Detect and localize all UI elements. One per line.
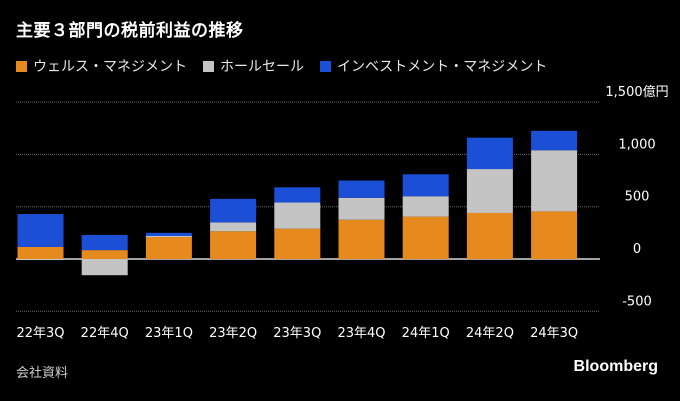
y-tick-label: 1,000	[618, 137, 655, 152]
bloomberg-logo: Bloomberg	[573, 358, 658, 375]
bar-segment	[531, 150, 578, 212]
x-tick-label: 23年3Q	[273, 326, 321, 341]
bar-segment	[274, 187, 321, 203]
legend-swatch	[320, 60, 331, 72]
bar-segment	[338, 180, 385, 198]
legend-label: インベストメント・マネジメント	[337, 59, 548, 75]
x-tick-label: 22年4Q	[81, 326, 129, 341]
x-tick-label: 24年3Q	[530, 326, 578, 341]
bar-segment	[145, 237, 192, 259]
legend-swatch	[203, 60, 214, 72]
chart-legend: ウェルス・マネジメント ホールセール インベストメント・マネジメント	[16, 56, 563, 76]
legend-item-1: ウェルス・マネジメント	[16, 56, 187, 76]
bar-segment	[531, 211, 578, 259]
bar-segment	[17, 259, 64, 261]
y-tick-label: -500	[622, 294, 652, 309]
bar-segment	[81, 259, 128, 276]
x-tick-label: 23年1Q	[145, 326, 193, 341]
legend-item-3: インベストメント・マネジメント	[320, 56, 547, 76]
bar-segment	[402, 174, 449, 197]
bar-segment	[17, 214, 64, 247]
bar-segment	[145, 232, 192, 236]
legend-item-2: ホールセール	[203, 56, 304, 76]
x-tick-label: 24年2Q	[466, 326, 514, 341]
bar-segment	[466, 212, 513, 259]
bar-segment	[210, 222, 257, 232]
y-tick-label: 500	[625, 190, 650, 205]
y-tick-label: 0	[633, 242, 641, 257]
x-tick-label: 23年2Q	[209, 326, 257, 341]
bar-segment	[81, 250, 128, 259]
bar-segment	[274, 202, 321, 229]
x-tick-label: 22年3Q	[16, 326, 64, 341]
chart-title: 主要３部門の税前利益の推移	[16, 21, 244, 41]
x-tick-label: 24年1Q	[402, 326, 450, 341]
bar-segment	[338, 197, 385, 220]
bar-segment	[466, 169, 513, 213]
bar-segment	[17, 246, 64, 259]
bar-segment	[81, 234, 128, 251]
legend-swatch	[16, 60, 27, 72]
bar-segment	[402, 216, 449, 259]
bar-segment	[274, 228, 321, 259]
legend-label: ホールセール	[220, 59, 304, 75]
legend-label: ウェルス・マネジメント	[33, 59, 187, 75]
bar-segment	[145, 235, 192, 238]
bar-segment	[210, 198, 257, 223]
bar-segment	[466, 137, 513, 170]
bar-segment	[402, 196, 449, 217]
source-note: 会社資料	[16, 366, 69, 381]
bar-segment	[338, 219, 385, 259]
y-tick-label: 1,500億円	[605, 84, 668, 100]
bar-segment	[531, 130, 578, 151]
x-tick-label: 23年4Q	[337, 326, 385, 341]
bar-segment	[210, 231, 257, 259]
